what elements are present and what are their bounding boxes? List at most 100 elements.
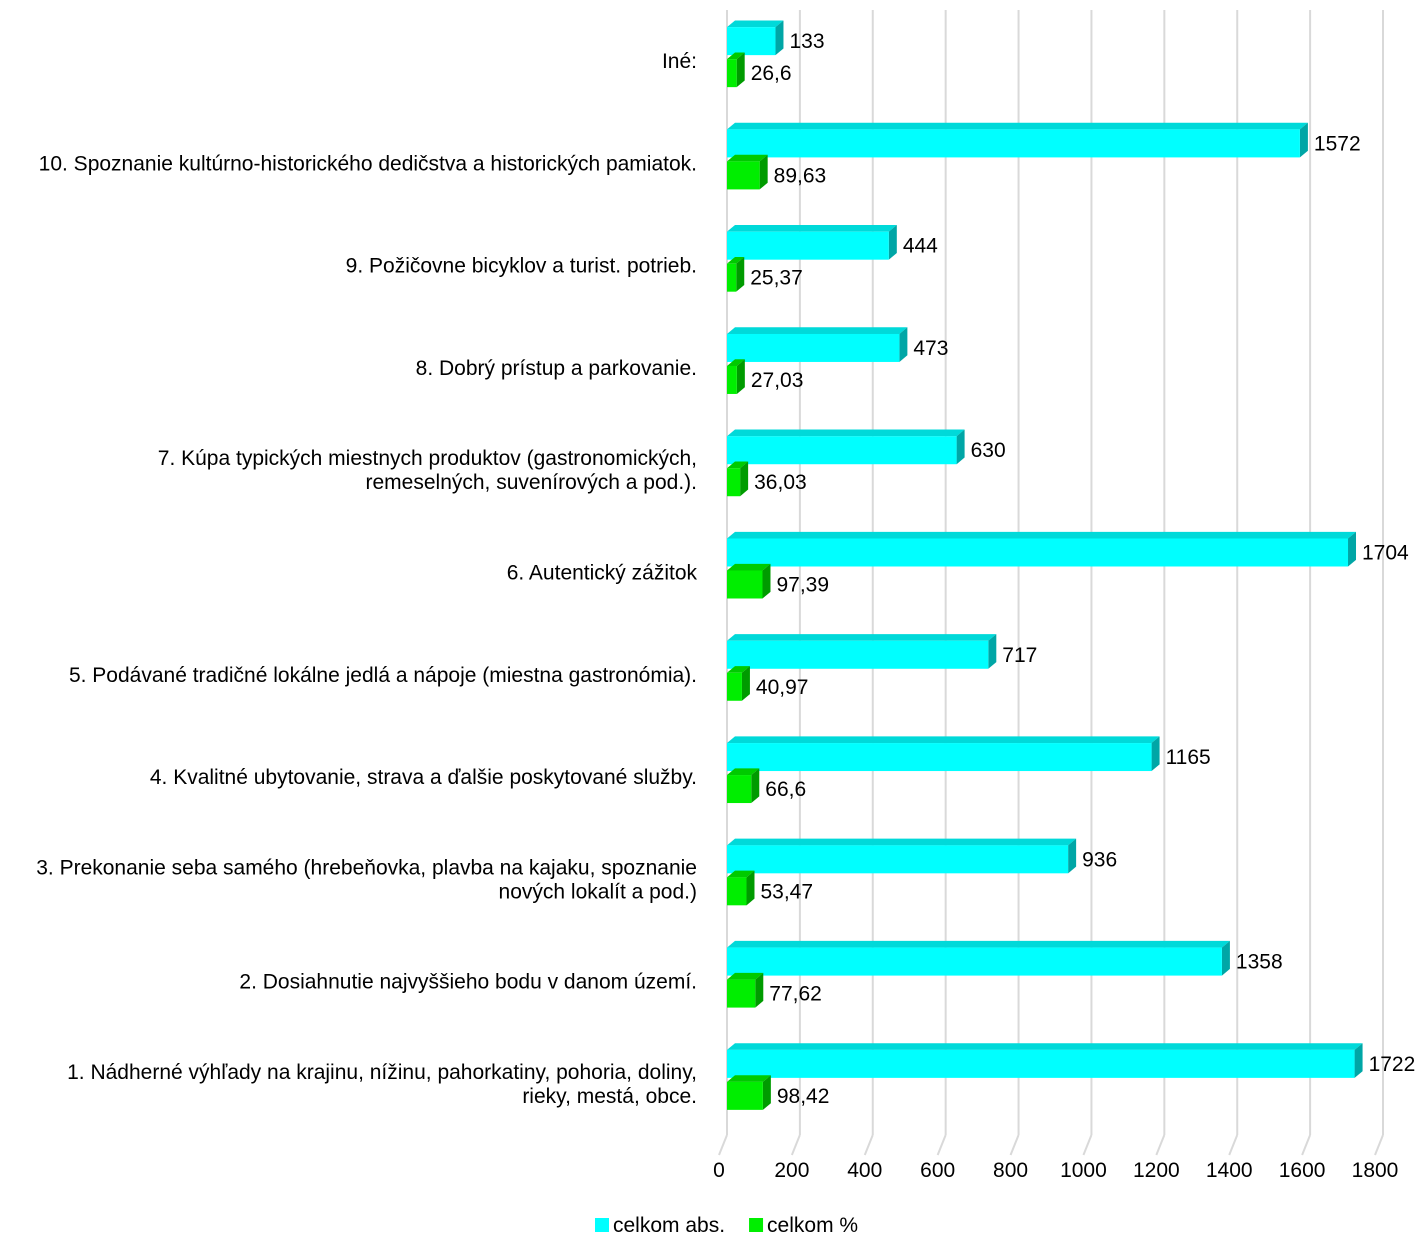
- bar-side-face: [740, 461, 749, 497]
- category-label: remeselných, suvenírových a pod.).: [366, 471, 698, 494]
- x-tick-label: 600: [920, 1159, 955, 1182]
- bar-front-face: [727, 333, 900, 362]
- data-label: 1704: [1362, 542, 1409, 565]
- floor-gridline: [790, 1134, 801, 1156]
- x-tick-label: 1200: [1133, 1159, 1180, 1182]
- bar-top-face: [727, 634, 997, 641]
- floor-gridline: [863, 1134, 874, 1156]
- legend-swatch: [595, 1218, 609, 1232]
- bar-front-face: [727, 775, 752, 804]
- bar-side-face: [762, 1075, 771, 1110]
- bar-top-face: [727, 461, 749, 469]
- bar-front-face: [727, 27, 776, 56]
- category-label: 2. Dosiahnutie najvyššieho bodu v danom …: [239, 971, 697, 994]
- x-tick-label: 1400: [1206, 1159, 1253, 1182]
- category-label: 10. Spoznanie kultúrno-historického dedi…: [39, 152, 697, 175]
- bar-top-face: [727, 972, 764, 980]
- x-tick-label: 400: [847, 1159, 882, 1182]
- bar-top-face: [727, 154, 768, 162]
- legend-label: celkom %: [767, 1214, 858, 1237]
- bar-side-face: [759, 154, 768, 190]
- bar-front-face: [727, 59, 737, 88]
- bar-top-face: [727, 768, 760, 776]
- bar-celkom-abs: [727, 122, 1308, 158]
- bar-side-face: [746, 870, 755, 906]
- x-tick-label: 1800: [1352, 1159, 1399, 1182]
- bar-celkom-pct: [727, 461, 749, 497]
- bar-side-face: [988, 634, 997, 669]
- bar-front-face: [727, 538, 1349, 567]
- bar-top-face: [727, 563, 771, 571]
- bar-celkom-pct: [727, 154, 768, 190]
- category-label: nových lokalít a pod.): [499, 880, 697, 903]
- bar-front-face: [727, 263, 737, 292]
- legend-label: celkom abs.: [613, 1214, 725, 1237]
- data-label: 77,62: [769, 983, 822, 1006]
- category-label: Iné:: [662, 50, 697, 73]
- category-label: 4. Kvalitné ubytovanie, strava a ďalšie …: [150, 766, 697, 789]
- bar-celkom-pct: [727, 972, 764, 1008]
- data-label: 27,03: [751, 369, 804, 392]
- bar-top-face: [727, 531, 1357, 539]
- bar-celkom-abs: [727, 327, 908, 362]
- data-label: 473: [913, 337, 948, 360]
- data-label: 36,03: [754, 471, 807, 494]
- bar-side-face: [1354, 1043, 1363, 1078]
- x-tick-label: 200: [774, 1159, 809, 1182]
- category-label: 3. Prekonanie seba samého (hrebeňovka, p…: [36, 856, 697, 879]
- bar-celkom-abs: [727, 429, 965, 465]
- bar-front-face: [727, 743, 1152, 772]
- bar-side-face: [899, 327, 908, 362]
- bar-front-face: [727, 1081, 763, 1110]
- bar-front-face: [727, 436, 957, 465]
- category-label: 8. Dobrý prístup a parkovanie.: [416, 357, 697, 380]
- bar-side-face: [1068, 838, 1077, 874]
- category-label: 1. Nádherné výhľady na krajinu, nížinu, …: [67, 1061, 697, 1084]
- data-label: 133: [789, 30, 824, 53]
- data-label: 1722: [1369, 1053, 1416, 1076]
- bar-front-face: [727, 947, 1222, 976]
- bar-side-face: [755, 972, 764, 1008]
- bar-top-face: [727, 52, 745, 60]
- bar-top-face: [727, 359, 745, 366]
- bar-celkom-abs: [727, 225, 897, 260]
- data-label: 89,63: [774, 164, 827, 187]
- legend: celkom abs. celkom %: [595, 1214, 858, 1237]
- bar-celkom-abs: [727, 20, 784, 56]
- bar-front-face: [727, 570, 763, 599]
- data-label: 444: [903, 235, 938, 258]
- legend-swatch: [749, 1218, 764, 1232]
- bar-side-face: [751, 768, 760, 804]
- bar-celkom-pct: [727, 870, 755, 906]
- bar-top-face: [727, 1075, 771, 1082]
- category-label: rieky, mestá, obce.: [522, 1085, 697, 1108]
- floor-gridline: [1082, 1134, 1093, 1156]
- bar-top-face: [727, 838, 1077, 846]
- floor-gridline: [718, 1134, 728, 1156]
- bar-front-face: [727, 468, 741, 497]
- bar-top-face: [727, 1043, 1363, 1050]
- bar-side-face: [956, 429, 965, 465]
- bar-front-face: [727, 365, 737, 394]
- x-tick-label: 0: [713, 1159, 725, 1182]
- bar-top-face: [727, 429, 965, 437]
- bar-celkom-abs: [727, 634, 997, 669]
- bar-top-face: [727, 870, 755, 878]
- bar-celkom-abs: [727, 1043, 1363, 1078]
- floor-gridline: [1228, 1134, 1239, 1156]
- floor-gridline: [1009, 1134, 1020, 1156]
- bar-celkom-abs: [727, 838, 1077, 874]
- bar-side-face: [888, 225, 897, 260]
- bar-celkom-pct: [727, 768, 760, 804]
- bar-front-face: [727, 845, 1069, 874]
- bar-top-face: [727, 20, 784, 28]
- bar-front-face: [727, 161, 760, 190]
- bar-top-face: [727, 666, 750, 673]
- bar-side-face: [775, 20, 784, 56]
- category-label: 6. Autentický zážitok: [507, 562, 698, 585]
- bar-front-face: [727, 877, 747, 906]
- data-label: 1572: [1314, 132, 1361, 155]
- bar-celkom-pct: [727, 359, 745, 394]
- data-label: 1358: [1236, 951, 1283, 974]
